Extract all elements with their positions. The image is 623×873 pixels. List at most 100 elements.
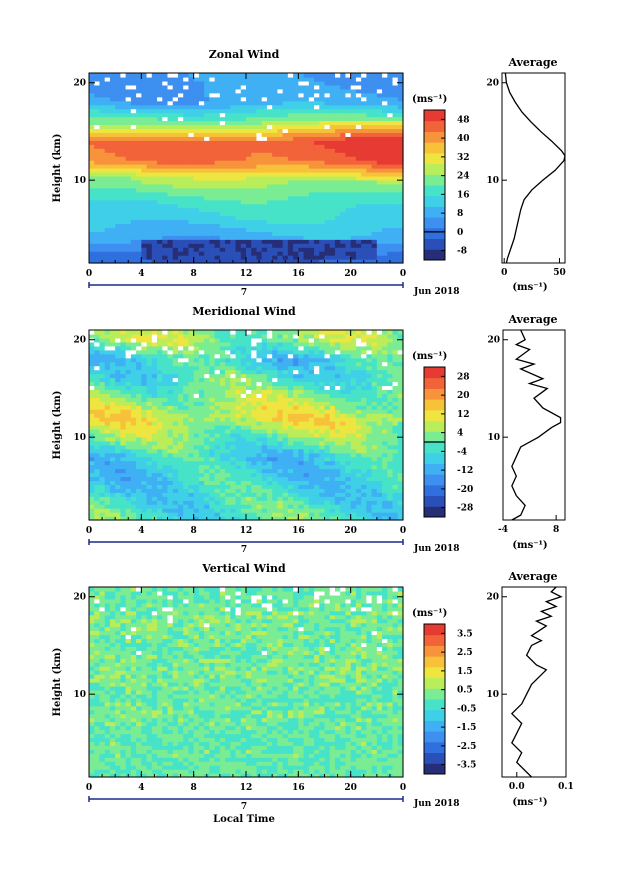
zonal-heatmap-cell xyxy=(172,187,179,193)
meridional-heatmap-cell xyxy=(355,389,362,394)
zonal-heatmap-cell xyxy=(141,104,148,110)
zonal-heatmap-cell xyxy=(183,140,190,145)
meridional-heatmap-cell xyxy=(282,488,289,493)
meridional-heatmap-cell xyxy=(230,405,237,410)
zonal-heatmap-cell xyxy=(151,215,158,221)
zonal-heatmap-cell xyxy=(251,144,258,149)
zonal-heatmap-cell xyxy=(104,247,111,252)
zonal-heatmap-cell xyxy=(219,88,226,94)
meridional-heatmap-cell xyxy=(256,413,263,418)
meridional-heatmap-cell xyxy=(115,456,121,462)
meridional-heatmap-cell xyxy=(136,488,142,493)
meridional-heatmap-cell xyxy=(366,393,373,398)
meridional-heatmap-cell xyxy=(319,425,326,430)
zonal-heatmap-cell xyxy=(214,96,221,102)
meridional-heatmap-cell xyxy=(94,456,101,462)
zonal-heatmap-cell xyxy=(366,183,373,189)
zonal-heatmap-cell xyxy=(376,144,383,149)
zonal-heatmap-cell xyxy=(308,183,315,189)
zonal-heatmap-cell xyxy=(99,243,106,248)
zonal-heatmap-cell xyxy=(240,191,247,197)
meridional-heatmap-cell xyxy=(120,389,127,394)
zonal-heatmap-cell xyxy=(355,152,362,157)
meridional-heatmap-cell xyxy=(157,500,163,505)
meridional-heatmap-cell xyxy=(361,488,367,493)
meridional-heatmap-cell xyxy=(151,409,158,414)
meridional-heatmap-cell xyxy=(324,492,331,497)
zonal-heatmap-cell xyxy=(94,160,101,165)
zonal-heatmap-cell xyxy=(314,128,320,133)
zonal-heatmap-cell xyxy=(136,235,142,240)
zonal-heatmap-cell xyxy=(382,120,388,126)
meridional-heatmap-cell xyxy=(266,480,273,485)
zonal-heatmap-cell xyxy=(298,203,305,209)
zonal-heatmap-cell xyxy=(334,199,341,205)
zonal-heatmap-cell xyxy=(214,168,221,173)
zonal-heatmap-cell xyxy=(193,195,200,201)
meridional-heatmap-cell xyxy=(198,452,205,458)
meridional-heatmap-cell xyxy=(371,460,378,466)
zonal-heatmap-cell xyxy=(340,108,347,114)
meridional-heatmap-cell xyxy=(382,512,388,517)
zonal-heatmap-cell xyxy=(298,156,305,161)
meridional-heatmap-cell xyxy=(314,393,320,398)
meridional-heatmap-cell xyxy=(198,444,205,450)
zonal-heatmap-cell xyxy=(361,80,367,86)
meridional-heatmap-cell xyxy=(272,508,278,513)
zonal-heatmap-cell xyxy=(298,136,305,141)
zonal-heatmap-cell xyxy=(256,148,263,153)
meridional-heatmap-cell xyxy=(314,425,320,430)
zonal-colorbar-tick-label: 0 xyxy=(457,228,463,238)
zonal-heatmap-cell xyxy=(324,175,331,181)
zonal-heatmap-cell xyxy=(314,140,320,145)
zonal-heatmap-cell xyxy=(240,251,247,256)
zonal-heatmap-cell xyxy=(387,120,394,126)
zonal-heatmap-cell xyxy=(350,140,357,145)
meridional-heatmap-cell xyxy=(251,504,258,509)
meridional-heatmap-cell xyxy=(230,492,237,497)
zonal-heatmap-cell xyxy=(230,144,237,149)
zonal-heatmap-cell xyxy=(366,215,373,221)
zonal-heatmap-cell xyxy=(183,160,190,165)
zonal-heatmap-cell xyxy=(392,116,399,122)
zonal-heatmap-cell xyxy=(136,164,142,169)
meridional-heatmap-cell xyxy=(266,393,273,398)
meridional-heatmap-cell xyxy=(376,492,383,497)
zonal-heatmap-cell xyxy=(282,164,289,169)
zonal-heatmap-cell xyxy=(298,215,305,221)
zonal-heatmap-cell xyxy=(361,164,367,169)
meridional-heatmap-cell xyxy=(340,428,347,434)
zonal-heatmap-cell xyxy=(177,231,184,236)
meridional-heatmap-cell xyxy=(204,444,210,450)
zonal-heatmap-cell xyxy=(214,108,221,114)
meridional-heatmap-cell xyxy=(225,440,231,446)
zonal-heatmap-cell xyxy=(188,191,195,197)
zonal-heatmap-cell xyxy=(272,92,278,98)
meridional-heatmap-cell xyxy=(371,472,378,478)
meridional-heatmap-cell xyxy=(314,397,320,402)
meridional-heatmap-cell xyxy=(198,472,205,478)
zonal-heatmap-cell xyxy=(209,112,216,118)
meridional-heatmap-cell xyxy=(246,397,252,402)
zonal-heatmap-cell xyxy=(136,259,142,264)
meridional-heatmap-cell xyxy=(99,432,106,438)
zonal-heatmap-cell xyxy=(371,108,378,114)
meridional-heatmap-cell xyxy=(272,468,278,474)
zonal-heatmap-cell xyxy=(120,144,127,149)
meridional-heatmap-cell xyxy=(287,480,294,485)
zonal-heatmap-cell xyxy=(319,207,326,213)
zonal-heatmap-cell xyxy=(209,104,216,110)
meridional-heatmap-cell xyxy=(104,393,111,398)
meridional-heatmap-cell xyxy=(350,492,357,497)
meridional-heatmap-cell xyxy=(256,436,263,442)
zonal-heatmap-cell xyxy=(235,96,242,102)
meridional-heatmap-cell xyxy=(272,401,278,406)
meridional-heatmap-cell xyxy=(293,516,299,521)
zonal-heatmap-cell xyxy=(172,168,179,173)
zonal-heatmap-cell xyxy=(120,88,127,94)
zonal-heatmap-cell xyxy=(397,88,404,94)
zonal-heatmap-cell xyxy=(350,243,357,248)
zonal-heatmap-cell xyxy=(287,203,294,209)
meridional-heatmap-cell xyxy=(251,417,258,422)
meridional-heatmap-cell xyxy=(361,508,367,513)
